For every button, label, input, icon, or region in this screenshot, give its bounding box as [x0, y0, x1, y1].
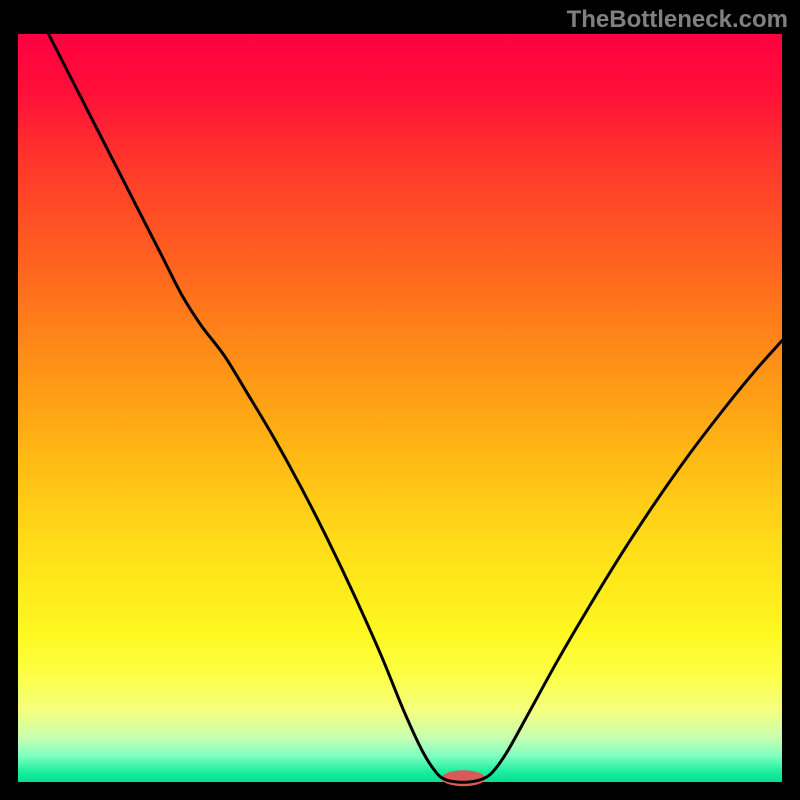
chart-svg — [0, 0, 800, 800]
bottleneck-chart: TheBottleneck.com — [0, 0, 800, 800]
plot-background — [18, 34, 782, 782]
watermark-text: TheBottleneck.com — [567, 6, 788, 34]
minimum-marker — [441, 770, 485, 786]
